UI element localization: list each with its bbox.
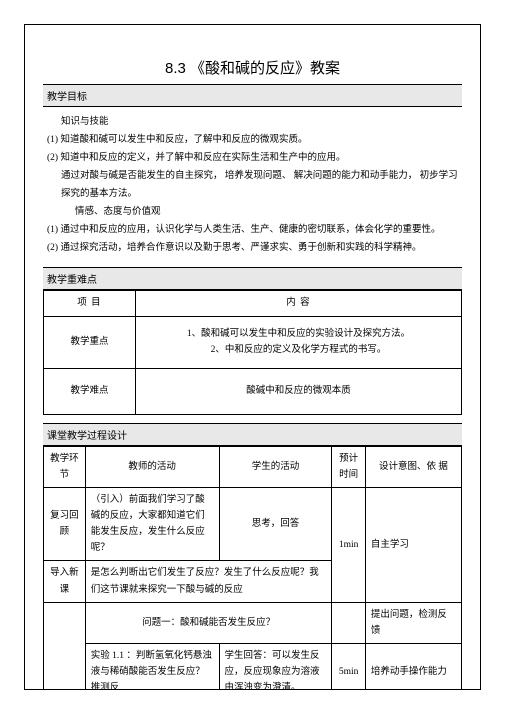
proc-hdr-teacher: 教师的活动 [85,446,219,487]
k-header: 知识与技能 [47,113,458,131]
proc-hdr-step: 教学环节 [44,446,86,487]
proc-hdr-student: 学生的活动 [219,446,332,487]
kd-key-content-1: 1、酸和碱可以发生中和反应的实验设计及探究方法。 [141,326,456,342]
r2-step: 导入新课 [44,561,86,602]
r1-student: 思考，回答 [219,487,332,561]
q1-reason: 提出问题，检测反馈 [365,602,461,643]
proc-hdr-reason: 设计意图、依 据 [365,446,461,487]
kd-diff-label: 教学难点 [44,368,136,414]
r1-teacher: （引入）前面我们学习了酸碱的反应，大家都知道它们能发生反应，发生什么反应呢？ [85,487,219,561]
goal-a2: (2) 通过探究活动，培养合作意识以及勤于思考、严谨求实、勇于创新和实践的科学精… [47,239,458,257]
r1-reason: 自主学习 [365,487,461,602]
r1-step: 复习回顾 [44,487,86,561]
process-header: 课堂教学过程设计 [43,423,462,446]
proc-hdr-time: 预计时间 [332,446,365,487]
goal-k1: (1) 知道酸和碱可以发生中和反应，了解中和反应的微观实质。 [47,131,458,149]
process-table: 教学环节 教师的活动 学生的活动 预计时间 设计意图、依 据 复习回顾 （引入）… [43,446,462,690]
a-header: 情感、态度与价值观 [47,203,458,221]
kd-key-content: 1、酸和碱可以发生中和反应的实验设计及探究方法。 2、中和反应的定义及化学方程式… [135,316,461,368]
r2-teacher: 是怎么判断出它们发生了反应？发生了什么反应呢？我们这节课就来探究一下酸与碱的反应 [85,561,332,602]
q1-time-empty [332,602,365,643]
kd-hdr-content: 内 容 [135,291,461,316]
q1: 问题一：酸和碱能否发生反应？ [85,602,332,643]
goal-k3: 通过对酸与碱是否能发生的自主探究， 培养发现问题、 解决问题的能力和动手能力， … [47,167,458,203]
kd-diff-content: 酸碱中和反应的微观本质 [135,368,461,414]
kd-key-label: 教学重点 [44,316,136,368]
kd-hdr-item: 项 目 [44,291,136,316]
r3-step-empty [44,602,86,690]
r1-time: 1min [332,487,365,602]
r3-teacher: 实验 1.1 ：判断氢氧化钙悬浊液与稀硝酸能否发生反应？推测反 [85,643,219,690]
doc-title: 8.3 《酸和碱的反应》教案 [43,57,462,78]
kd-key-content-2: 2、中和反应的定义及化学方程式的书写。 [141,342,456,358]
goal-k2: (2) 知道中和反应的定义，并了解中和反应在实际生活和生产中的应用。 [47,149,458,167]
goals-block: 知识与技能 (1) 知道酸和碱可以发生中和反应，了解中和反应的微观实质。 (2)… [43,107,462,267]
r3-time: 5min [332,643,365,690]
r3-student: 学生回答：可以发生反应，反应现象应为溶液由浑浊变为澄清。 [219,643,332,690]
goals-header: 教学目标 [43,84,462,107]
goal-a1: (1) 通过中和反应的应用，认识化学与人类生活、生产、健康的密切联系，体会化学的… [47,221,458,239]
page-frame: 8.3 《酸和碱的反应》教案 教学目标 知识与技能 (1) 知道酸和碱可以发生中… [24,24,481,690]
keydiff-header: 教学重难点 [43,267,462,290]
keydiff-table: 项 目 内 容 教学重点 1、酸和碱可以发生中和反应的实验设计及探究方法。 2、… [43,290,462,414]
r3-reason: 培养动手操作能力 [365,643,461,690]
